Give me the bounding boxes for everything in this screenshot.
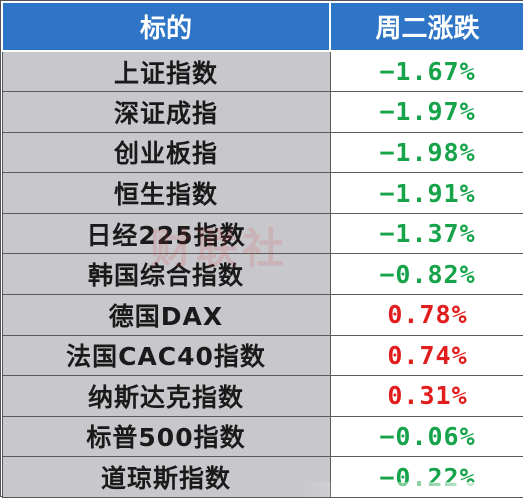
index-name: 创业板指 — [1, 131, 331, 174]
index-change: −1.91% — [329, 172, 523, 214]
index-name: 日经225指数 — [1, 212, 331, 255]
index-name: 深证成指 — [1, 91, 331, 133]
table-body: 上证指数 −1.67% 深证成指 −1.97% 创业板指 −1.98% 恒生指数… — [1, 50, 523, 498]
index-name: 德国DAX — [1, 293, 331, 336]
table-row: 上证指数 −1.67% — [1, 50, 523, 93]
table-row: 韩国综合指数 −0.82% — [1, 253, 523, 295]
table-header-row: 标的 周二涨跌 — [1, 1, 523, 52]
index-change: 0.78% — [329, 293, 523, 336]
table-row: 日经225指数 −1.37% — [1, 212, 523, 255]
index-name: 韩国综合指数 — [1, 253, 331, 295]
table-row: 纳斯达克指数 0.31% — [1, 375, 523, 417]
table-row: 深证成指 −1.97% — [1, 91, 523, 133]
index-name: 法国CAC40指数 — [1, 334, 331, 377]
index-change: −1.97% — [329, 91, 523, 133]
index-name: 恒生指数 — [1, 172, 331, 214]
column-header-change: 周二涨跌 — [329, 1, 523, 52]
index-name: 上证指数 — [1, 50, 331, 93]
table-row: 德国DAX 0.78% — [1, 293, 523, 336]
index-name: 标普500指数 — [1, 415, 331, 458]
index-change: 0.31% — [329, 375, 523, 417]
table-row: 创业板指 −1.98% — [1, 131, 523, 174]
index-change: −0.82% — [329, 253, 523, 295]
index-change: −1.67% — [329, 50, 523, 93]
index-name: 道琼斯指数 — [1, 456, 331, 498]
index-change: −0.22% — [329, 456, 523, 498]
table-row: 法国CAC40指数 0.74% — [1, 334, 523, 377]
column-header-name: 标的 — [1, 1, 331, 52]
table-row: 恒生指数 −1.91% — [1, 172, 523, 214]
index-change: −0.06% — [329, 415, 523, 458]
index-name: 纳斯达克指数 — [1, 375, 331, 417]
table-row: 道琼斯指数 −0.22% — [1, 456, 523, 498]
index-change: −1.37% — [329, 212, 523, 255]
index-change: 0.74% — [329, 334, 523, 377]
table-row: 标普500指数 −0.06% — [1, 415, 523, 458]
index-change: −1.98% — [329, 131, 523, 174]
